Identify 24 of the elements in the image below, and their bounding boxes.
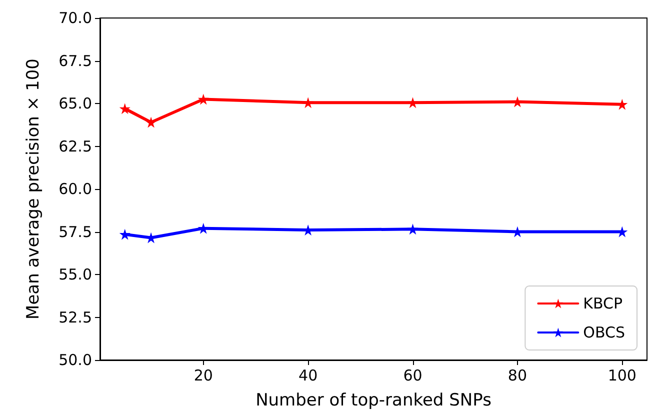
x-tick-label: 100 xyxy=(608,366,636,384)
legend-label: OBCS xyxy=(583,324,626,342)
point xyxy=(119,103,130,114)
y-tick-label: 50.0 xyxy=(58,351,92,369)
legend-label: KBCP xyxy=(583,294,623,312)
y-tick-label: 60.0 xyxy=(58,180,92,198)
y-tick-label: 62.5 xyxy=(58,137,92,156)
point xyxy=(407,224,418,235)
y-tick-label: 65.0 xyxy=(58,94,92,112)
y-tick-label: 55.0 xyxy=(58,266,92,284)
y-tick-label: 57.5 xyxy=(58,222,92,241)
point xyxy=(119,228,130,240)
x-axis-title: Number of top-ranked SNPs xyxy=(256,390,492,410)
point xyxy=(146,116,157,128)
y-axis-title: Mean average precision × 100 xyxy=(24,58,44,320)
x-tick-label: 20 xyxy=(194,366,213,384)
point xyxy=(198,94,209,105)
y-tick-label: 67.5 xyxy=(58,52,92,70)
x-tick-label: 80 xyxy=(508,366,527,384)
y-tick-label: 52.5 xyxy=(58,308,92,326)
y-tick-label: 70.0 xyxy=(58,9,92,27)
point xyxy=(407,97,418,108)
x-tick-label: 60 xyxy=(403,366,422,384)
x-tick-label: 40 xyxy=(298,366,318,384)
